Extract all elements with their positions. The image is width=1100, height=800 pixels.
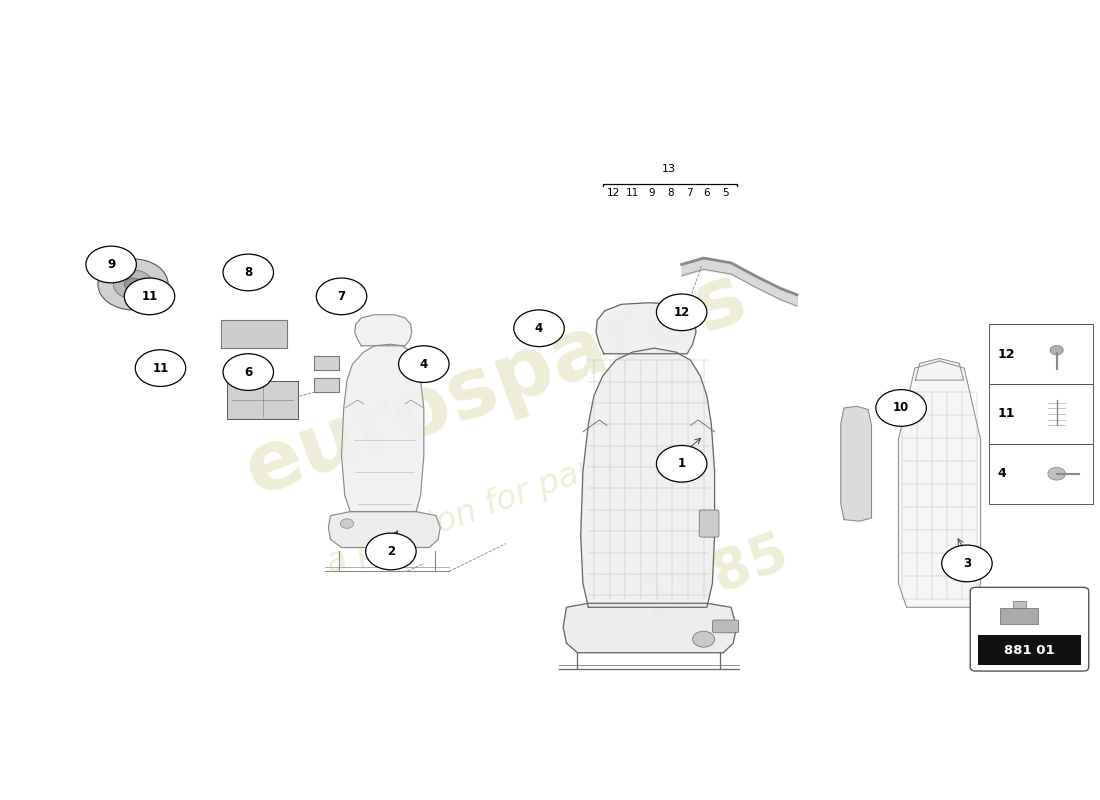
Bar <box>1000 608 1038 624</box>
Circle shape <box>942 545 992 582</box>
Circle shape <box>657 294 707 330</box>
Polygon shape <box>315 378 339 392</box>
Text: 7: 7 <box>686 188 693 198</box>
Text: 5: 5 <box>723 188 729 198</box>
Text: 9: 9 <box>107 258 116 271</box>
Bar <box>978 635 1081 666</box>
Circle shape <box>98 259 168 310</box>
Circle shape <box>135 350 186 386</box>
Text: a passion for parts: a passion for parts <box>321 443 625 580</box>
Circle shape <box>223 254 274 290</box>
Bar <box>1013 602 1026 608</box>
Circle shape <box>398 346 449 382</box>
Text: 6: 6 <box>704 188 711 198</box>
Polygon shape <box>899 361 981 607</box>
Circle shape <box>693 631 715 647</box>
Polygon shape <box>581 348 715 607</box>
Polygon shape <box>563 603 737 653</box>
Text: 10: 10 <box>893 402 910 414</box>
Text: 6: 6 <box>244 366 252 378</box>
Text: eurospares: eurospares <box>233 256 757 512</box>
Text: 12: 12 <box>607 188 620 198</box>
Circle shape <box>317 278 366 314</box>
Polygon shape <box>329 512 440 547</box>
Circle shape <box>124 278 175 314</box>
Text: 13: 13 <box>661 164 675 174</box>
Text: 4: 4 <box>420 358 428 370</box>
Text: 7: 7 <box>338 290 345 303</box>
Text: 4: 4 <box>535 322 543 334</box>
Polygon shape <box>354 314 411 346</box>
Polygon shape <box>221 320 287 348</box>
Circle shape <box>113 270 153 298</box>
Polygon shape <box>315 356 339 370</box>
Text: 8: 8 <box>244 266 252 279</box>
Polygon shape <box>596 302 696 354</box>
Circle shape <box>223 354 274 390</box>
FancyBboxPatch shape <box>713 620 739 633</box>
Text: 11: 11 <box>998 407 1015 421</box>
Circle shape <box>124 278 142 290</box>
Text: 9: 9 <box>649 188 656 198</box>
Text: 11: 11 <box>153 362 168 374</box>
Bar <box>989 384 1093 444</box>
Bar <box>989 324 1093 384</box>
Text: 3: 3 <box>962 557 971 570</box>
FancyBboxPatch shape <box>700 510 719 537</box>
Circle shape <box>1048 467 1066 480</box>
Text: 4: 4 <box>998 467 1006 480</box>
Text: 11: 11 <box>626 188 639 198</box>
Circle shape <box>340 518 353 528</box>
Text: 2: 2 <box>387 545 395 558</box>
Circle shape <box>86 246 136 283</box>
Text: 1: 1 <box>678 458 685 470</box>
Polygon shape <box>840 406 871 521</box>
Circle shape <box>657 446 707 482</box>
Text: 1985: 1985 <box>632 523 796 627</box>
Polygon shape <box>915 358 964 380</box>
Circle shape <box>514 310 564 346</box>
Text: 12: 12 <box>998 348 1015 361</box>
Circle shape <box>365 533 416 570</box>
Text: 8: 8 <box>668 188 674 198</box>
Circle shape <box>1050 346 1064 355</box>
Bar <box>989 444 1093 504</box>
Bar <box>227 381 298 419</box>
Text: 11: 11 <box>142 290 157 303</box>
Polygon shape <box>341 344 424 512</box>
FancyBboxPatch shape <box>970 587 1089 671</box>
Circle shape <box>876 390 926 426</box>
Text: 12: 12 <box>673 306 690 319</box>
Text: 881 01: 881 01 <box>1004 644 1055 657</box>
